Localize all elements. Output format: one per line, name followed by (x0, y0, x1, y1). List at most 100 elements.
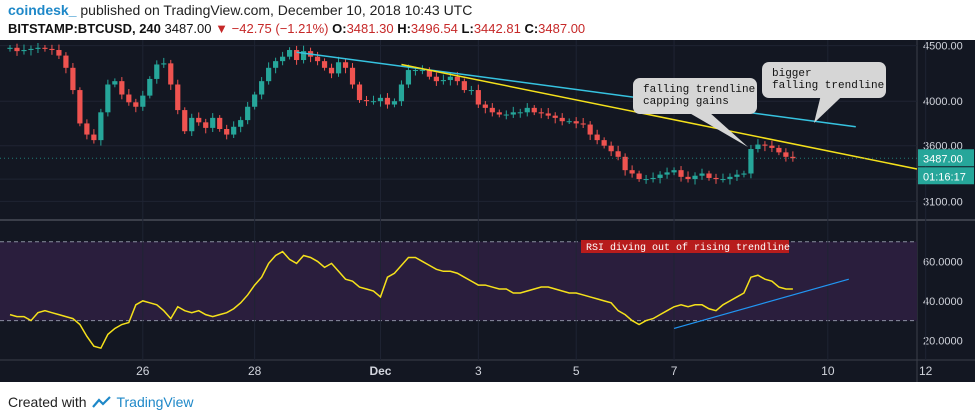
candle-body (328, 67, 335, 74)
candle-body (447, 76, 453, 81)
candle-body (266, 67, 272, 82)
price-tick-label: 4000.00 (923, 96, 963, 108)
candle-body (273, 61, 279, 68)
low-label: L: (461, 21, 474, 36)
trendline-yellow (401, 63, 918, 170)
callout-pointer (691, 114, 748, 147)
candle-body (503, 114, 509, 116)
candle-body (433, 76, 439, 82)
btc-chart[interactable]: 4500.004000.003600.003300.003100.0060.00… (0, 40, 975, 382)
candle-body (217, 117, 223, 129)
close-label: C: (524, 21, 539, 36)
rsi-trendline (673, 278, 849, 330)
candle-body (685, 176, 691, 180)
countdown-badge (918, 167, 974, 185)
candle-body (21, 50, 27, 52)
candle-body (252, 94, 258, 107)
open-value: 3481.30 (346, 21, 394, 36)
rsi-tick-label: 40.0000 (923, 296, 963, 308)
tradingview-link[interactable]: TradingView (116, 394, 194, 410)
candle-body (727, 176, 733, 180)
candle-body (657, 174, 663, 178)
candle-body (482, 104, 488, 108)
candle-body (370, 101, 377, 103)
candle-body (126, 94, 132, 103)
candle-body (105, 84, 111, 113)
candle-body (524, 107, 530, 113)
candle-body (510, 112, 516, 115)
close-value: 3487.00 (538, 21, 586, 36)
candle-body (189, 117, 195, 132)
callout-text: bigger (772, 68, 812, 80)
candle-body (762, 144, 768, 146)
price-axis-background (917, 40, 975, 382)
high-value: 3496.54 (410, 21, 458, 36)
candle-body (426, 70, 432, 77)
trendline-cyan (296, 51, 856, 128)
rsi-tick-label: 20.0000 (923, 335, 963, 347)
price-tick-label: 4500.00 (923, 41, 963, 53)
candle-body (321, 61, 328, 68)
candle-body (154, 64, 160, 79)
candle-body (210, 117, 216, 128)
candle-body (293, 50, 300, 61)
footer: Created with TradingView (8, 394, 194, 410)
candle-body (559, 117, 565, 122)
candle-body (664, 172, 670, 175)
candle-body (650, 177, 656, 180)
candle-body (783, 152, 789, 157)
candle-body (391, 101, 398, 105)
candle-body (335, 62, 342, 74)
candle-body (454, 76, 460, 82)
candle-body (238, 120, 244, 127)
rsi-annotation-text: RSI diving out of rising trendline (586, 242, 790, 254)
candle-body (629, 170, 635, 174)
callout-text: falling trendline (643, 84, 755, 96)
candle-body (741, 173, 747, 175)
plot-background (0, 40, 917, 382)
candle-body (349, 67, 356, 85)
candle-body (468, 90, 474, 92)
candles (7, 43, 796, 185)
time-tick-label: Dec (369, 364, 391, 378)
time-tick-label: 26 (136, 364, 150, 378)
price-tick-label: 3100.00 (923, 196, 963, 208)
candle-body (496, 112, 502, 115)
candle-body (342, 62, 349, 68)
candle-body (363, 100, 370, 102)
candle-body (636, 173, 642, 180)
candle-body (203, 122, 209, 128)
candle-body (720, 179, 726, 181)
time-tick-label: 12 (919, 364, 933, 378)
candle-body (14, 47, 20, 52)
candle-body (587, 124, 593, 135)
candle-body (412, 70, 419, 72)
candle-body (140, 95, 146, 107)
candle-body (594, 134, 600, 141)
candle-body (56, 50, 62, 56)
candle-body (552, 115, 558, 118)
candle-body (706, 173, 712, 178)
candle-body (608, 145, 614, 152)
callout-text: falling trendline (772, 80, 884, 92)
candle-body (748, 149, 754, 174)
candle-body (678, 170, 684, 177)
candle-body (713, 177, 719, 180)
time-tick-label: 3 (475, 364, 482, 378)
candle-body (419, 70, 426, 72)
candle-body (42, 47, 48, 49)
candle-body (300, 51, 307, 61)
down-arrow-icon: ▼ (215, 21, 229, 36)
time-tick-label: 28 (248, 364, 262, 378)
candle-body (699, 173, 705, 176)
candle-body (49, 48, 55, 51)
candle-body (224, 129, 230, 135)
author-name[interactable]: coindesk_ (8, 2, 77, 18)
candle-body (175, 84, 181, 111)
candle-body (531, 107, 537, 113)
callout-box (633, 78, 757, 114)
callout-pointer (814, 98, 841, 123)
candle-body (615, 151, 621, 157)
candle-body (280, 56, 286, 62)
